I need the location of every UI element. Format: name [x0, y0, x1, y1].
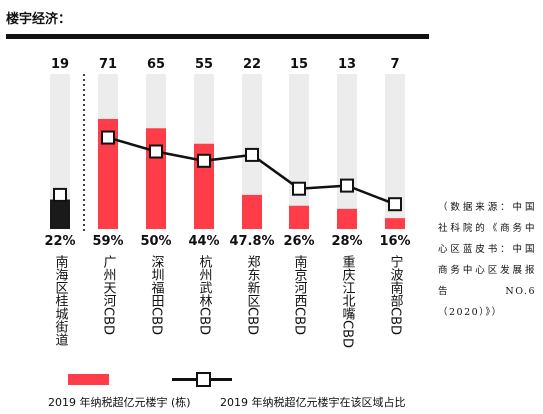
- percentage-marker-3: [197, 153, 211, 168]
- bar-track-6: [337, 74, 357, 229]
- category-label-3: 杭州武林CBD: [197, 255, 213, 335]
- bar-1: [98, 118, 118, 229]
- legend-bar-label: 2019 年纳税超亿元楼宇 (栋): [48, 396, 191, 409]
- percentage-label-6: 28%: [331, 234, 362, 249]
- bar-value-label-3: 55: [195, 57, 213, 72]
- percentage-label-5: 26%: [283, 234, 314, 249]
- category-label-4: 郑东新区CBD: [245, 255, 261, 335]
- percentage-label-7: 16%: [379, 234, 410, 249]
- percentage-marker-6: [340, 178, 354, 193]
- bar-7: [385, 218, 405, 229]
- bar-value-label-5: 15: [290, 57, 308, 72]
- legend-square-marker-icon: [196, 372, 211, 387]
- percentage-label-3: 44%: [188, 234, 219, 249]
- bar-value-label-6: 13: [338, 57, 356, 72]
- bar-4: [242, 194, 262, 229]
- category-label-1: 广州天河CBD: [101, 255, 117, 335]
- bar-value-label-0: 19: [51, 57, 69, 72]
- bar-value-label-2: 65: [147, 57, 165, 72]
- bar-6: [337, 208, 357, 229]
- category-label-2: 深圳福田CBD: [149, 255, 165, 335]
- category-label-5: 南京河西CBD: [292, 254, 308, 335]
- percentage-marker-1: [101, 130, 115, 145]
- bar-2: [146, 128, 166, 229]
- legend-line-label: 2019 年纳税超亿元楼宇在该区域占比: [220, 396, 406, 409]
- bar-value-label-1: 71: [99, 57, 117, 72]
- category-label-0: 南海区桂城街道: [53, 254, 69, 346]
- category-label-7: 宁波南部CBD: [388, 254, 404, 335]
- category-label-6: 重庆江北嘴CBD: [340, 254, 356, 348]
- legend-bar-swatch: [68, 374, 109, 385]
- data-source-note: （数据来源：中国社科院的《商务中心区蓝皮书：中国商务中心区发展报告NO.6（20…: [438, 202, 536, 318]
- percentage-label-4: 47.8%: [229, 234, 274, 249]
- bar-value-label-7: 7: [390, 57, 399, 72]
- percentage-label-1: 59%: [92, 234, 123, 249]
- chart-title: 楼宇经济：: [6, 12, 72, 27]
- bar-5: [289, 205, 309, 229]
- percentage-marker-5: [292, 181, 306, 196]
- percentage-marker-2: [149, 144, 163, 159]
- bar-0: [50, 199, 70, 229]
- percentage-marker-4: [245, 147, 259, 162]
- percentage-marker-0: [53, 187, 67, 202]
- percentage-label-0: 22%: [44, 234, 75, 249]
- title-rule: [6, 34, 429, 39]
- bar-track-7: [385, 74, 405, 229]
- bar-value-label-4: 22: [243, 57, 261, 72]
- percentage-marker-7: [388, 197, 402, 212]
- percentage-label-2: 50%: [140, 234, 171, 249]
